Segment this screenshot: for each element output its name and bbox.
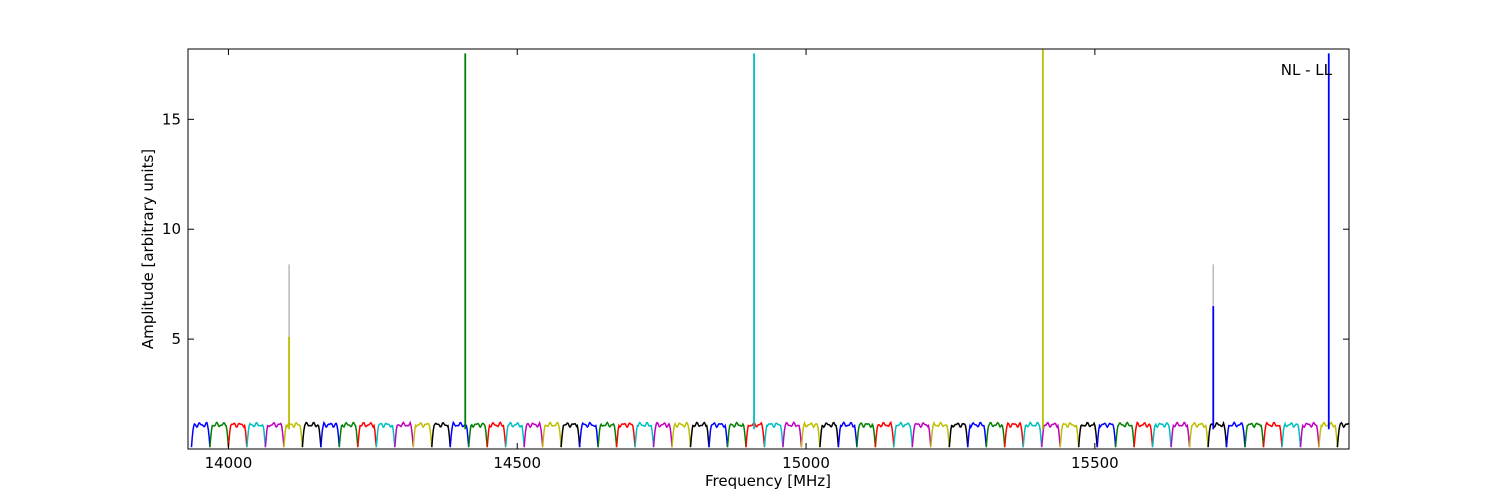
channel-bandpass-line [597, 421, 618, 448]
channel-bandpass-line [301, 421, 322, 448]
channel-bandpass-line [1244, 422, 1265, 448]
spectrum-series [190, 420, 1349, 448]
channel-bandpass-line [1281, 421, 1302, 448]
channel-bandpass-line [320, 420, 341, 448]
x-tick-label: 14500 [493, 454, 541, 472]
x-tick-label: 14000 [205, 454, 253, 472]
channel-bandpass-line [782, 421, 803, 448]
channel-bandpass-line [1188, 422, 1209, 448]
channel-bandpass-line [1262, 421, 1283, 448]
channel-bandpass-line [1059, 421, 1080, 448]
channel-bandpass-line [763, 422, 784, 448]
channel-bandpass-line [486, 421, 507, 448]
plot-frame [187, 48, 1350, 450]
channel-bandpass-line [1077, 421, 1098, 448]
x-axis-ticks: 14000 14500 15000 15500 [205, 49, 1119, 472]
x-axis-label: Frequency [MHz] [705, 472, 831, 490]
channel-bandpass-line [1299, 421, 1320, 448]
channel-bandpass-line [800, 420, 821, 448]
channel-bandpass-line [1040, 421, 1061, 448]
channel-bandpass-line [1336, 421, 1349, 448]
channel-bandpass-line [615, 422, 636, 448]
channel-bandpass-line [357, 421, 378, 448]
spike-lines [288, 49, 1330, 430]
channel-bandpass-line [283, 421, 304, 448]
channel-bandpass-line [467, 422, 488, 448]
channel-bandpass-line [1151, 422, 1172, 448]
channel-bandpass-line [1114, 421, 1135, 448]
channel-bandpass-line [375, 422, 396, 448]
channel-bandpass-line [560, 422, 581, 448]
channel-bandpass-line [338, 421, 359, 448]
channel-bandpass-line [1133, 421, 1154, 448]
channel-bandpass-line [1022, 421, 1043, 448]
y-tick-label: 15 [162, 110, 181, 128]
x-tick-label: 15000 [782, 454, 830, 472]
channel-bandpass-line [1225, 421, 1246, 448]
channel-bandpass-line [856, 422, 877, 448]
channel-bandpass-line [819, 421, 840, 448]
channel-bandpass-line [227, 422, 248, 448]
channel-bandpass-line [504, 421, 525, 448]
channel-bandpass-line [1003, 421, 1024, 448]
channel-bandpass-line [209, 421, 230, 448]
channel-bandpass-line [431, 421, 451, 448]
channel-bandpass-line [948, 422, 969, 448]
channel-bandpass-line [412, 421, 433, 448]
channel-bandpass-line [726, 421, 747, 448]
x-tick-label: 15500 [1071, 454, 1119, 472]
channel-bandpass-line [190, 421, 211, 448]
channel-bandpass-line [1170, 421, 1191, 448]
y-tick-label: 10 [162, 220, 181, 238]
channel-bandpass-line [837, 421, 858, 448]
channel-bandpass-line [708, 421, 729, 448]
channel-bandpass-line [985, 421, 1006, 448]
channel-bandpass-line [689, 421, 710, 448]
y-axis-ticks: 5 10 15 [162, 110, 1349, 348]
channel-bandpass-line [1207, 420, 1228, 448]
channel-bandpass-line [264, 421, 285, 448]
channel-bandpass-line [874, 420, 895, 448]
y-axis-label: Amplitude [arbitrary units] [139, 149, 157, 349]
channel-bandpass-line [1096, 422, 1117, 448]
channel-bandpass-line [578, 421, 599, 448]
channel-bandpass-line [893, 421, 914, 448]
channel-bandpass-line [911, 421, 932, 448]
channel-bandpass-line [523, 420, 544, 448]
channel-bandpass-line [634, 421, 655, 448]
channel-bandpass-line [671, 421, 692, 448]
channel-bandpass-line [246, 421, 267, 448]
channel-bandpass-line [541, 421, 562, 448]
channel-bandpass-line [930, 421, 951, 448]
channel-bandpass-line [967, 421, 988, 448]
channel-bandpass-line [745, 421, 766, 448]
y-tick-label: 5 [171, 330, 181, 348]
channel-bandpass-line [652, 421, 673, 448]
chart-annotation: NL - LL [1281, 61, 1333, 79]
channel-bandpass-line [394, 420, 415, 448]
